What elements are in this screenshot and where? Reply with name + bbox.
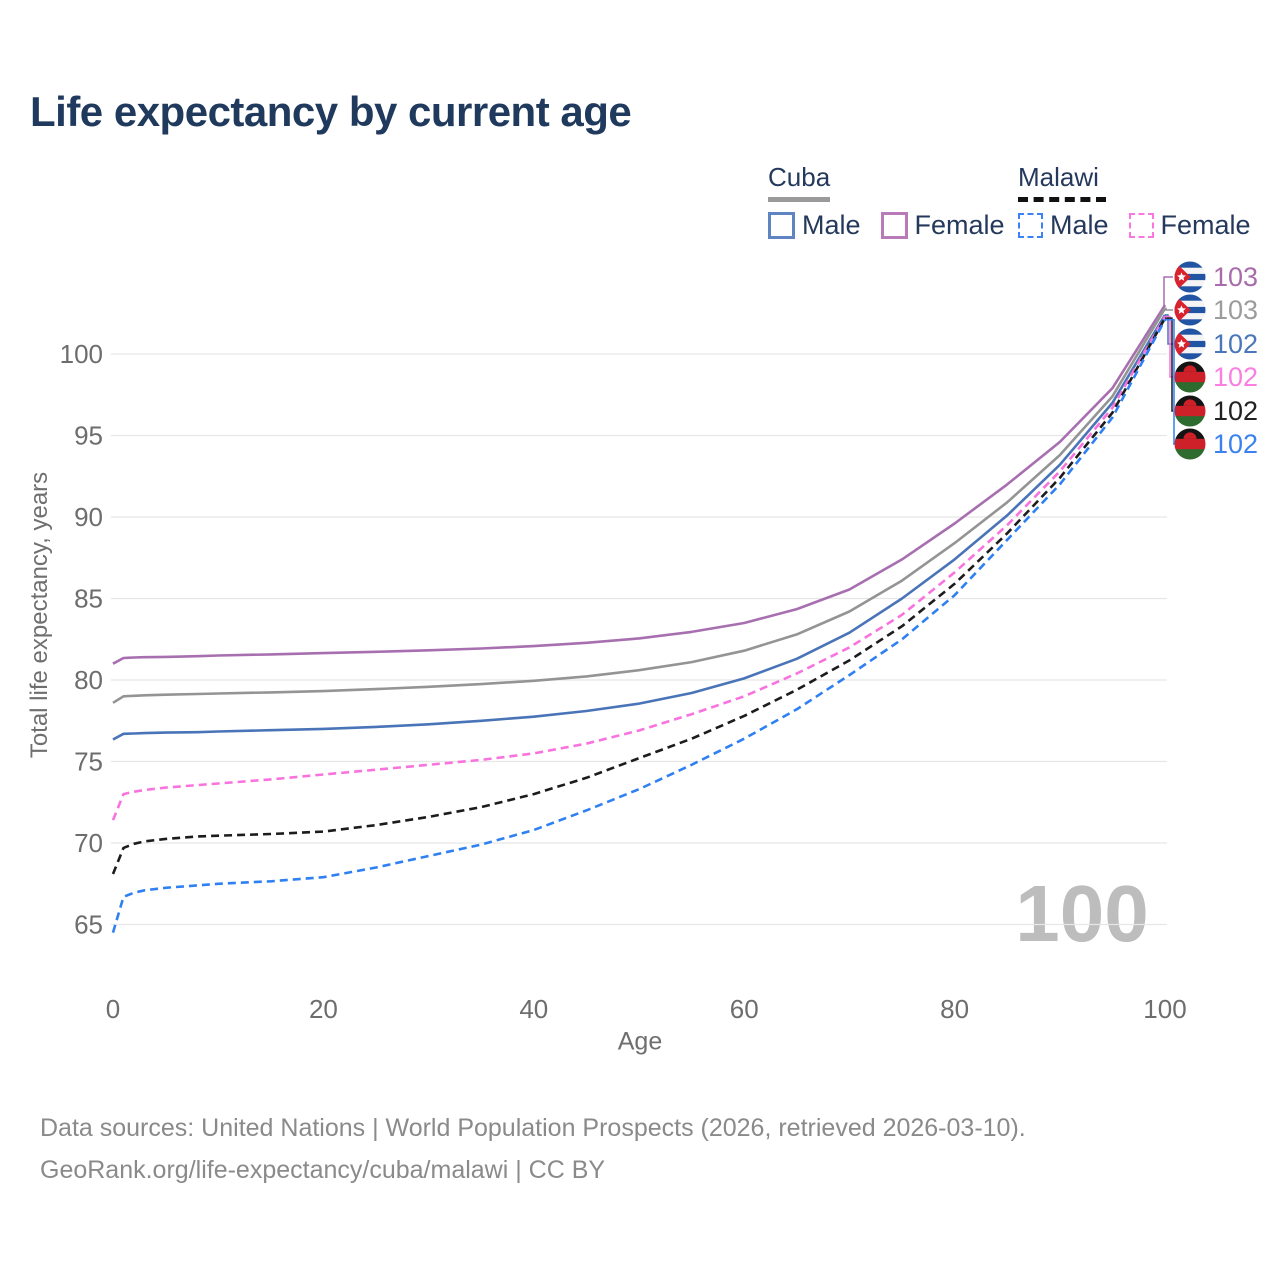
leader-line-cuba-female [1163, 276, 1173, 306]
series-line-malawi-female [111, 315, 1167, 821]
legend-group-malawi: Malawi Male Female [1018, 162, 1271, 241]
end-label-cuba-male: 102 [1213, 329, 1258, 359]
x-tick-label: 80 [940, 994, 969, 1024]
end-label-malawi-male: 102 [1213, 429, 1258, 459]
cuba-line-swatch [768, 197, 830, 202]
legend-group-cuba: Cuba Male Female [768, 162, 1025, 241]
legend-country-cuba: Cuba [768, 162, 831, 192]
series-line-cuba-male [112, 314, 1167, 741]
malawi-flag-icon [1174, 361, 1206, 393]
malawi-flag-icon [1174, 428, 1206, 460]
cuba-female-label: Female [914, 210, 1005, 240]
end-label-cuba-both: 103 [1213, 295, 1258, 325]
malawi-male-swatch [1018, 213, 1043, 238]
malawi-line-swatch [1018, 197, 1106, 202]
x-tick-label: 60 [730, 994, 759, 1024]
footer: Data sources: United Nations | World Pop… [40, 1107, 1026, 1191]
leader-line-malawi-male [1165, 319, 1175, 445]
leader-line-cuba-both [1165, 307, 1173, 311]
footer-attribution: GeoRank.org/life-expectancy/cuba/malawi … [40, 1156, 606, 1184]
series-line-malawi-both [111, 317, 1167, 875]
series-line-malawi-male [111, 319, 1167, 933]
cuba-flag-icon [1174, 261, 1206, 293]
y-tick-label: 95 [74, 421, 103, 451]
y-tick-label: 80 [74, 665, 103, 695]
x-tick-label: 40 [519, 994, 548, 1024]
end-label-malawi-both: 102 [1213, 396, 1258, 426]
end-label-malawi-female: 102 [1213, 362, 1258, 392]
cuba-flag-icon [1174, 294, 1206, 326]
age-watermark: 100 [1015, 869, 1148, 958]
y-tick-label: 100 [60, 339, 103, 369]
malawi-male-label: Male [1050, 210, 1109, 240]
cuba-male-label: Male [802, 210, 861, 240]
y-tick-label: 65 [74, 910, 103, 940]
series-line-cuba-both [112, 307, 1167, 704]
legend-country-malawi: Malawi [1018, 162, 1099, 192]
cuba-male-swatch [768, 212, 795, 239]
series-line-cuba-female [112, 304, 1167, 665]
x-axis-title: Age [617, 1027, 663, 1056]
malawi-female-swatch [1128, 213, 1154, 238]
x-tick-label: 20 [309, 994, 338, 1024]
cuba-flag-icon [1174, 328, 1206, 360]
x-tick-label: 100 [1143, 994, 1186, 1024]
malawi-female-label: Female [1160, 210, 1251, 240]
cuba-female-swatch [880, 212, 908, 239]
malawi-flag-icon [1174, 395, 1206, 427]
leader-line-malawi-both [1165, 317, 1173, 412]
y-tick-label: 75 [74, 747, 103, 777]
y-tick-label: 90 [74, 502, 103, 532]
footer-data-sources: Data sources: United Nations | World Pop… [40, 1114, 1026, 1142]
y-tick-label: 85 [74, 584, 103, 614]
end-label-cuba-female: 103 [1213, 262, 1258, 292]
y-axis-title: Total life expectancy, years [26, 471, 53, 759]
x-tick-label: 0 [106, 994, 120, 1024]
page-title: Life expectancy by current age [30, 88, 632, 135]
y-tick-label: 70 [74, 828, 103, 858]
